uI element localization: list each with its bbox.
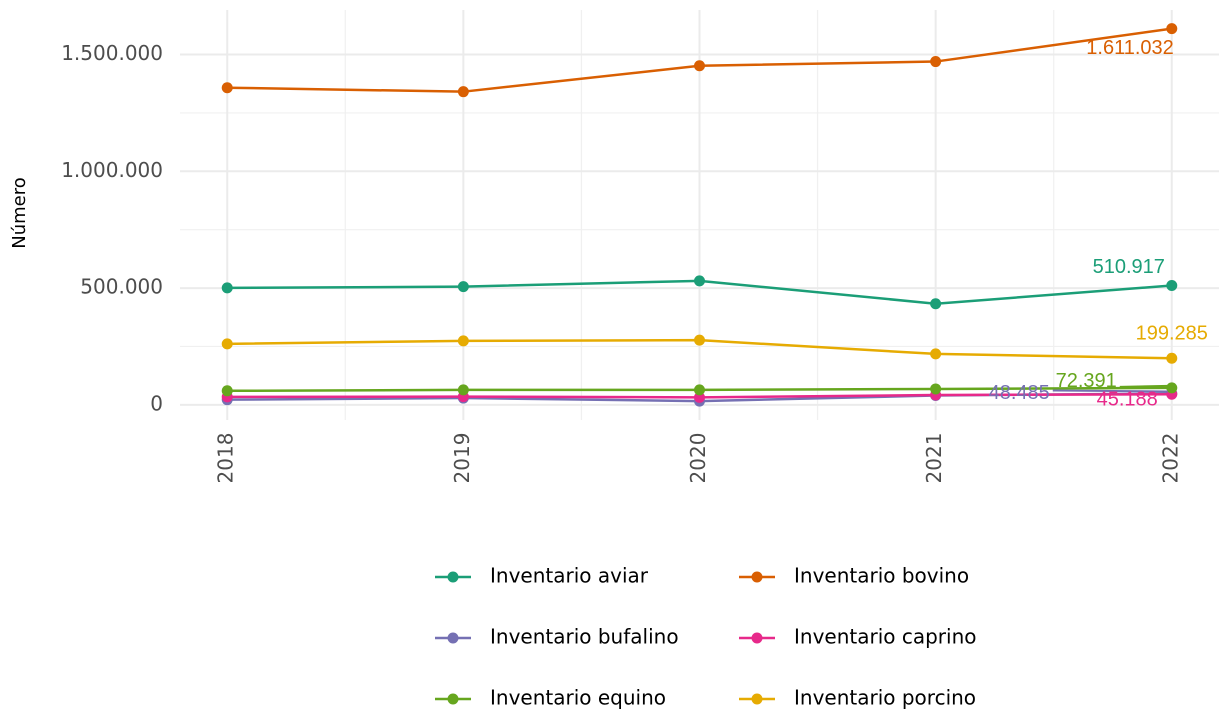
legend-key-point [751,632,763,644]
point [930,298,942,310]
point [221,338,233,350]
point [694,60,705,72]
data-label: 48.485 [989,382,1050,404]
legend-label: Inventario bufalino [490,625,679,649]
legend-item: Inventario bufalino [435,625,679,649]
data-label: 1.611.032 [1086,37,1174,59]
legend-key-point [447,693,459,705]
x-tick-label: 2018 [214,433,238,484]
legend-item: Inventario caprino [739,625,977,649]
legend-item: Inventario equino [435,686,666,710]
point [1166,23,1178,35]
point [930,383,942,395]
label-leader [1119,384,1168,388]
legend-key-point [447,571,459,583]
legend-label: Inventario porcino [794,686,976,710]
point [1166,352,1178,364]
point [457,384,469,396]
data-label: 45.188 [1097,389,1158,411]
x-tick-label: 2022 [1158,433,1182,484]
x-tick-label: 2019 [450,433,474,484]
point [457,335,469,347]
legend-item: Inventario aviar [435,564,649,588]
y-tick-label: 0 [150,391,163,415]
point [221,282,233,294]
legend-label: Inventario caprino [794,625,977,649]
legend-key-point [751,571,763,583]
x-tick-label: 2021 [922,433,946,484]
legend-key-point [447,632,459,644]
point [1166,280,1178,292]
point [930,56,942,68]
point [694,275,705,287]
y-tick-label: 500.000 [80,275,163,299]
point [930,348,942,360]
point [457,281,469,293]
point [1166,382,1178,394]
legend-label: Inventario equino [490,686,666,710]
point [221,82,233,94]
point [457,86,469,98]
point [694,334,705,346]
legend-item: Inventario porcino [739,686,976,710]
legend-key-point [751,693,763,705]
y-tick-label: 1.500.000 [61,41,163,65]
data-label: 199.285 [1136,323,1208,345]
data-label: 510.917 [1093,256,1165,278]
point [694,384,705,396]
legend-item: Inventario bovino [739,564,969,588]
y-axis-label: Número [9,177,30,249]
data-label: 72.391 [1056,370,1117,392]
legend-label: Inventario bovino [794,564,969,588]
legend-label: Inventario aviar [490,564,649,588]
y-tick-label: 1.000.000 [61,158,163,182]
label-leader [1052,389,1168,393]
x-tick-label: 2020 [686,433,710,484]
point [221,385,233,397]
